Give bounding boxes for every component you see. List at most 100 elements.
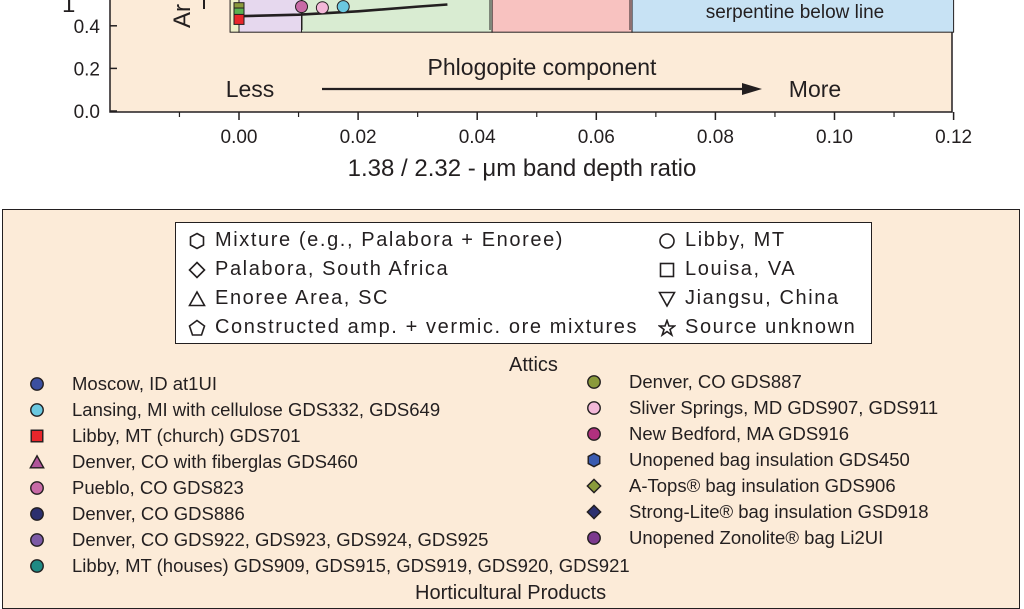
y-axis-rotated-fragment: Ar xyxy=(169,4,196,28)
more-label: More xyxy=(789,76,841,102)
serpentine-boundary-curve xyxy=(238,3,448,18)
serpentine-label: serpentine below line xyxy=(706,2,885,23)
attic-legend-label: Denver, CO GDS922, GDS923, GDS924, GDS92… xyxy=(72,529,489,550)
x-tick-label: 0.04 xyxy=(459,127,496,148)
horticultural-heading: Horticultural Products xyxy=(415,582,607,604)
attic-legend-label: Unopened Zonolite® bag Li2UI xyxy=(629,527,884,548)
region-band-4 xyxy=(631,0,955,33)
attic-legend-item: Libby, MT (church) GDS701 xyxy=(29,424,549,448)
attic-legend-label: Strong-Lite® bag insulation GSD918 xyxy=(629,501,929,522)
attic-legend-label: Sliver Springs, MD GDS907, GDS911 xyxy=(629,397,939,418)
shape-legend-label: Enoree Area, SC xyxy=(215,287,390,309)
x-axis-title: 1.38 / 2.32 - μm band depth ratio xyxy=(348,155,697,182)
less-label: Less xyxy=(226,76,275,102)
attic-legend-item: Sliver Springs, MD GDS907, GDS911 xyxy=(586,396,1024,420)
y-tick-label: 0.0 xyxy=(74,102,100,123)
attic-legend-item: Denver, CO GDS886 xyxy=(29,502,549,526)
shape-legend-label: Jiangsu, China xyxy=(685,287,840,309)
circle-icon xyxy=(30,377,44,391)
attic-legend-label: Denver, CO GDS886 xyxy=(72,503,245,524)
attic-legend-item: Unopened bag insulation GDS450 xyxy=(586,448,1024,472)
circle-icon xyxy=(587,375,601,389)
shape-legend-item: Constructed amp. + vermic. ore mixtures xyxy=(188,316,638,339)
shape-legend-item: Jiangsu, China xyxy=(658,287,840,310)
circle-icon xyxy=(30,533,44,547)
circle-icon xyxy=(30,507,44,521)
attic-legend-label: New Bedford, MA GDS916 xyxy=(629,423,850,444)
pentagon-icon xyxy=(188,319,206,336)
region-bands xyxy=(229,0,955,33)
shape-legend-label: Mixture (e.g., Palabora + Enoree) xyxy=(215,229,565,251)
square-icon xyxy=(30,429,44,443)
y-axis-title-fragment: 1 xyxy=(62,0,75,18)
star-icon xyxy=(658,318,676,337)
y-ticks: 0.0 0.2 0.4 xyxy=(74,17,117,123)
x-tick-label: 0.00 xyxy=(221,127,258,148)
shape-legend-label: Palabora, South Africa xyxy=(215,258,450,280)
hexagon-icon xyxy=(587,452,601,468)
chart-area: serpentine below line 0.0 0.2 0.4 0.00 0.02… xyxy=(0,0,1024,200)
x-tick-label: 0.02 xyxy=(340,127,377,148)
attic-legend-item: Moscow, ID at1UI xyxy=(29,372,549,396)
circle-icon xyxy=(587,427,601,441)
shape-legend-item: Source unknown xyxy=(658,316,856,339)
data-point-2 xyxy=(233,13,245,25)
attic-legend-item: Unopened Zonolite® bag Li2UI xyxy=(586,526,1024,550)
shape-legend-item: Mixture (e.g., Palabora + Enoree) xyxy=(188,229,564,252)
attic-legend-label: Pueblo, CO GDS823 xyxy=(72,477,244,498)
shape-legend-label: Constructed amp. + vermic. ore mixtures xyxy=(215,316,639,338)
attic-legend-label: Moscow, ID at1UI xyxy=(72,373,217,394)
circle-icon xyxy=(587,401,601,415)
x-ticks: 0.00 0.02 0.04 0.06 0.08 0.10 0.12 xyxy=(178,112,972,148)
data-point-5 xyxy=(336,0,350,14)
region-band-3 xyxy=(491,0,633,33)
attic-legend-item: New Bedford, MA GDS916 xyxy=(586,422,1024,446)
circle-icon xyxy=(30,403,44,417)
shape-legend-item: Enoree Area, SC xyxy=(188,287,389,310)
attic-legend-item: Libby, MT (houses) GDS909, GDS915, GDS91… xyxy=(29,554,630,578)
x-tick-label: 0.08 xyxy=(697,127,734,148)
arrow-head-icon xyxy=(742,83,762,95)
attic-legend-label: Unopened bag insulation GDS450 xyxy=(629,449,910,470)
phlogopite-component-label: Phlogopite component xyxy=(428,54,657,80)
hexagon-icon xyxy=(189,232,205,249)
diamond-icon xyxy=(586,478,602,494)
attic-legend-item: Denver, CO with fiberglas GDS460 xyxy=(29,450,549,474)
legend-panel: Mixture (e.g., Palabora + Enoree) Palabor… xyxy=(2,209,1020,609)
attic-legend-item: A-Tops® bag insulation GDS906 xyxy=(586,474,1024,498)
attic-legend-label: Lansing, MI with cellulose GDS332, GDS64… xyxy=(72,399,441,420)
y-tick-label: 0.4 xyxy=(74,17,101,38)
attics-heading: Attics xyxy=(509,354,558,376)
attic-legend-item: Denver, CO GDS887 xyxy=(586,370,1024,394)
circle-icon xyxy=(659,232,675,249)
y-tick-label: 0.2 xyxy=(74,59,100,80)
shape-legend-label: Louisa, VA xyxy=(685,258,797,280)
attic-legend-item: Strong-Lite® bag insulation GSD918 xyxy=(586,500,1024,524)
attic-legend-item: Lansing, MI with cellulose GDS332, GDS64… xyxy=(29,398,549,422)
data-point-3 xyxy=(295,0,309,14)
diamond-icon xyxy=(586,504,602,520)
triangle-icon xyxy=(29,454,45,469)
data-points xyxy=(233,0,350,25)
shape-legend-item: Louisa, VA xyxy=(658,258,796,281)
region-band-2 xyxy=(301,0,493,33)
triangle-down-icon xyxy=(658,291,676,308)
attic-legend-label: Denver, CO with fiberglas GDS460 xyxy=(72,451,358,472)
circle-icon xyxy=(30,481,44,495)
shape-legend-box: Mixture (e.g., Palabora + Enoree) Palabor… xyxy=(175,222,872,344)
square-icon xyxy=(659,262,675,277)
attic-legend-label: A-Tops® bag insulation GDS906 xyxy=(629,475,896,496)
circle-icon xyxy=(587,531,601,545)
shape-legend-item: Palabora, South Africa xyxy=(188,258,449,281)
attic-legend-item: Denver, CO GDS922, GDS923, GDS924, GDS92… xyxy=(29,528,549,552)
x-tick-label: 0.12 xyxy=(935,127,972,148)
shape-legend-label: Source unknown xyxy=(685,316,857,338)
shape-legend-label: Libby, MT xyxy=(685,229,786,251)
shape-legend-item: Libby, MT xyxy=(658,229,786,252)
diamond-icon xyxy=(188,260,206,279)
attic-legend-label: Libby, MT (church) GDS701 xyxy=(72,425,301,446)
triangle-up-icon xyxy=(188,289,206,306)
circle-icon xyxy=(30,559,44,573)
attic-legend-item: Pueblo, CO GDS823 xyxy=(29,476,549,500)
x-tick-label: 0.10 xyxy=(816,127,853,148)
